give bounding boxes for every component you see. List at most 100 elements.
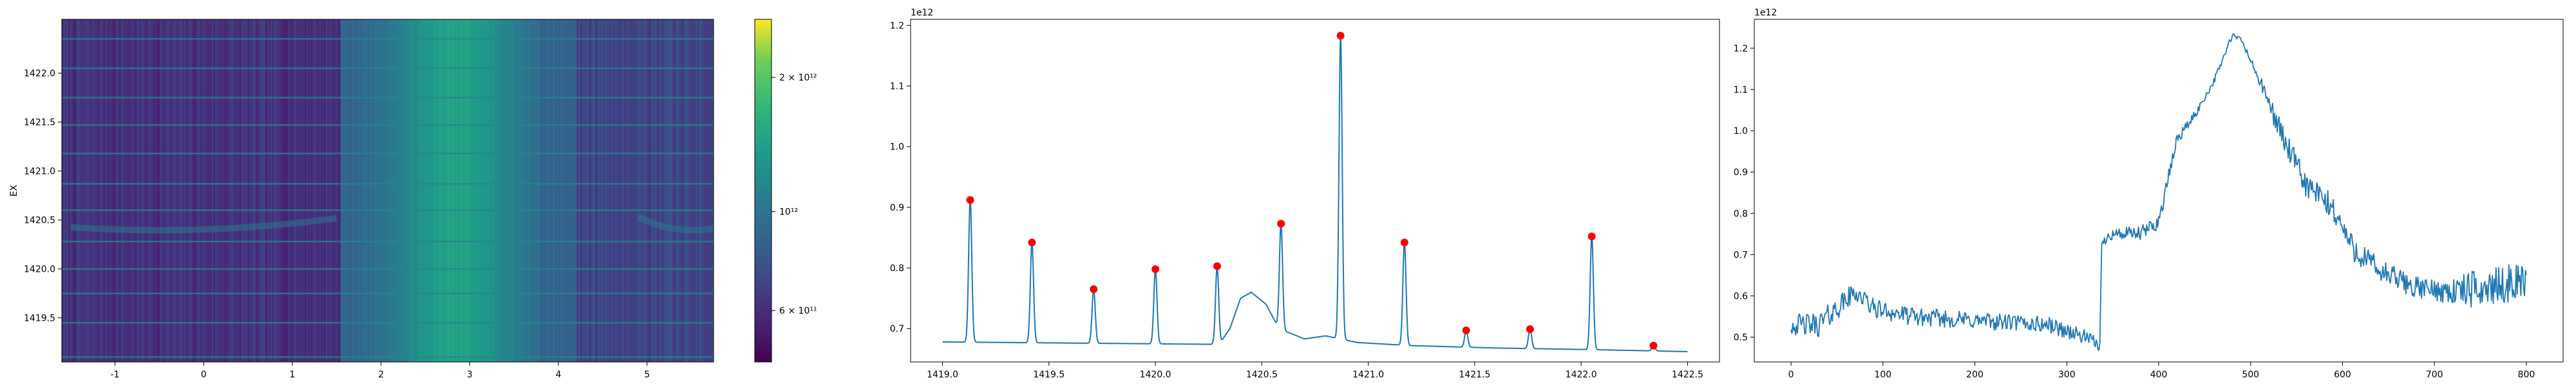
series-y-tick-label: 0.6 xyxy=(1734,291,1748,301)
heatmap-column xyxy=(71,19,74,362)
heatmap-column xyxy=(454,19,457,362)
heatmap-column xyxy=(630,19,633,362)
heatmap-column xyxy=(560,19,563,362)
heatmap-column xyxy=(317,19,320,362)
heatmap-column xyxy=(110,19,113,362)
heatmap-column xyxy=(384,19,387,362)
peaks-x-tick-label: 1419.5 xyxy=(1033,370,1065,380)
series-x-tick-label: 300 xyxy=(2058,370,2076,380)
heatmap-column xyxy=(180,19,183,362)
heatmap-column xyxy=(270,19,272,362)
heatmap-column xyxy=(294,19,297,362)
heatmap-column xyxy=(694,19,696,362)
heatmap-column xyxy=(620,19,623,362)
heatmap-column xyxy=(674,19,677,362)
heatmap-column xyxy=(167,19,170,362)
heatmap-column xyxy=(552,19,554,362)
heatmap-column xyxy=(276,19,279,362)
heatmap-column xyxy=(146,19,149,362)
peak-markers xyxy=(966,32,1658,350)
heatmap-column xyxy=(586,19,589,362)
heatmap-column xyxy=(389,19,392,362)
peaks-line-panel: 1419.0 1419.5 1420.0 1420.5 1421.0 1421.5 1422… xyxy=(890,8,1720,380)
heatmap-column xyxy=(438,19,440,362)
heatmap-column xyxy=(275,19,278,362)
heatmap-column xyxy=(281,19,284,362)
heatmap-column xyxy=(405,19,408,362)
heatmap-column xyxy=(502,19,504,362)
heatmap-column xyxy=(415,19,418,362)
heatmap-column xyxy=(439,19,442,362)
heatmap-column xyxy=(171,19,173,362)
heatmap-column xyxy=(529,19,532,362)
heatmap-column xyxy=(96,19,99,362)
heatmap-column xyxy=(650,19,652,362)
heatmap-column xyxy=(208,19,211,362)
peaks-y-tick-label: 1.2 xyxy=(890,21,904,31)
series-x-tick-label: 100 xyxy=(1874,370,1891,380)
heatmap-column xyxy=(244,19,247,362)
series-x-ticks: 0 100 200 300 400 500 600 700 800 xyxy=(1788,362,2535,380)
heatmap-column xyxy=(544,19,547,362)
heatmap-column xyxy=(431,19,434,362)
heatmap-column xyxy=(296,19,299,362)
heatmap-column xyxy=(109,19,111,362)
heatmap-column xyxy=(254,19,256,362)
heatmap-column xyxy=(658,19,661,362)
peaks-series-line xyxy=(942,37,1688,352)
heatmap-frame xyxy=(61,19,714,363)
series-x-tick-label: 700 xyxy=(2426,370,2443,380)
heatmap-column xyxy=(198,19,201,362)
heatmap-column xyxy=(125,19,128,362)
heatmap-column xyxy=(285,19,287,362)
peaks-x-tick-label: 1421.5 xyxy=(1459,370,1490,380)
heatmap-column xyxy=(435,19,437,362)
peaks-x-tick-label: 1422.5 xyxy=(1672,370,1703,380)
heatmap-y-ticks: 1419.5 1420.0 1420.5 1421.0 1421.5 1422.0 xyxy=(24,69,62,324)
heatmap-column xyxy=(162,19,165,362)
heatmap-column xyxy=(612,19,615,362)
series-y-tick-label: 0.7 xyxy=(1734,250,1748,260)
heatmap-column xyxy=(617,19,620,362)
heatmap-column xyxy=(226,19,229,362)
heatmap-column xyxy=(565,19,567,362)
heatmap-column xyxy=(681,19,683,362)
heatmap-column xyxy=(120,19,123,362)
heatmap-column xyxy=(330,19,333,362)
heatmap-column xyxy=(312,19,315,362)
heatmap-column xyxy=(413,19,416,362)
heatmap-column xyxy=(537,19,540,362)
peak-marker xyxy=(1213,262,1221,270)
peak-marker xyxy=(1587,232,1596,241)
heatmap-column xyxy=(370,19,372,362)
heatmap-column xyxy=(278,19,281,362)
heatmap-column xyxy=(594,19,597,362)
heatmap-column xyxy=(308,19,310,362)
heatmap-column xyxy=(533,19,535,362)
heatmap-column xyxy=(635,19,638,362)
heatmap-column xyxy=(76,19,79,362)
heatmap-column xyxy=(426,19,429,362)
heatmap-column xyxy=(176,19,178,362)
heatmap-column xyxy=(334,19,336,362)
heatmap-column xyxy=(130,19,133,362)
heatmap-column xyxy=(474,19,477,362)
heatmap-column xyxy=(336,19,338,362)
series-x-tick-label: 200 xyxy=(1966,370,1984,380)
heatmap-column xyxy=(340,19,343,362)
heatmap-column xyxy=(352,19,354,362)
heatmap-column xyxy=(368,19,370,362)
heatmap-column xyxy=(521,19,524,362)
heatmap-column xyxy=(689,19,692,362)
heatmap-column xyxy=(262,19,265,362)
series-x-tick-label: 600 xyxy=(2334,370,2351,380)
heatmap-arc-feature xyxy=(70,214,337,234)
heatmap-column xyxy=(371,19,374,362)
heatmap-column xyxy=(604,19,607,362)
heatmap-column xyxy=(376,19,379,362)
peaks-y-tick-label: 0.9 xyxy=(890,203,904,213)
heatmap-column xyxy=(640,19,643,362)
heatmap-column xyxy=(115,19,118,362)
peaks-x-tick-label: 1421.0 xyxy=(1352,370,1384,380)
